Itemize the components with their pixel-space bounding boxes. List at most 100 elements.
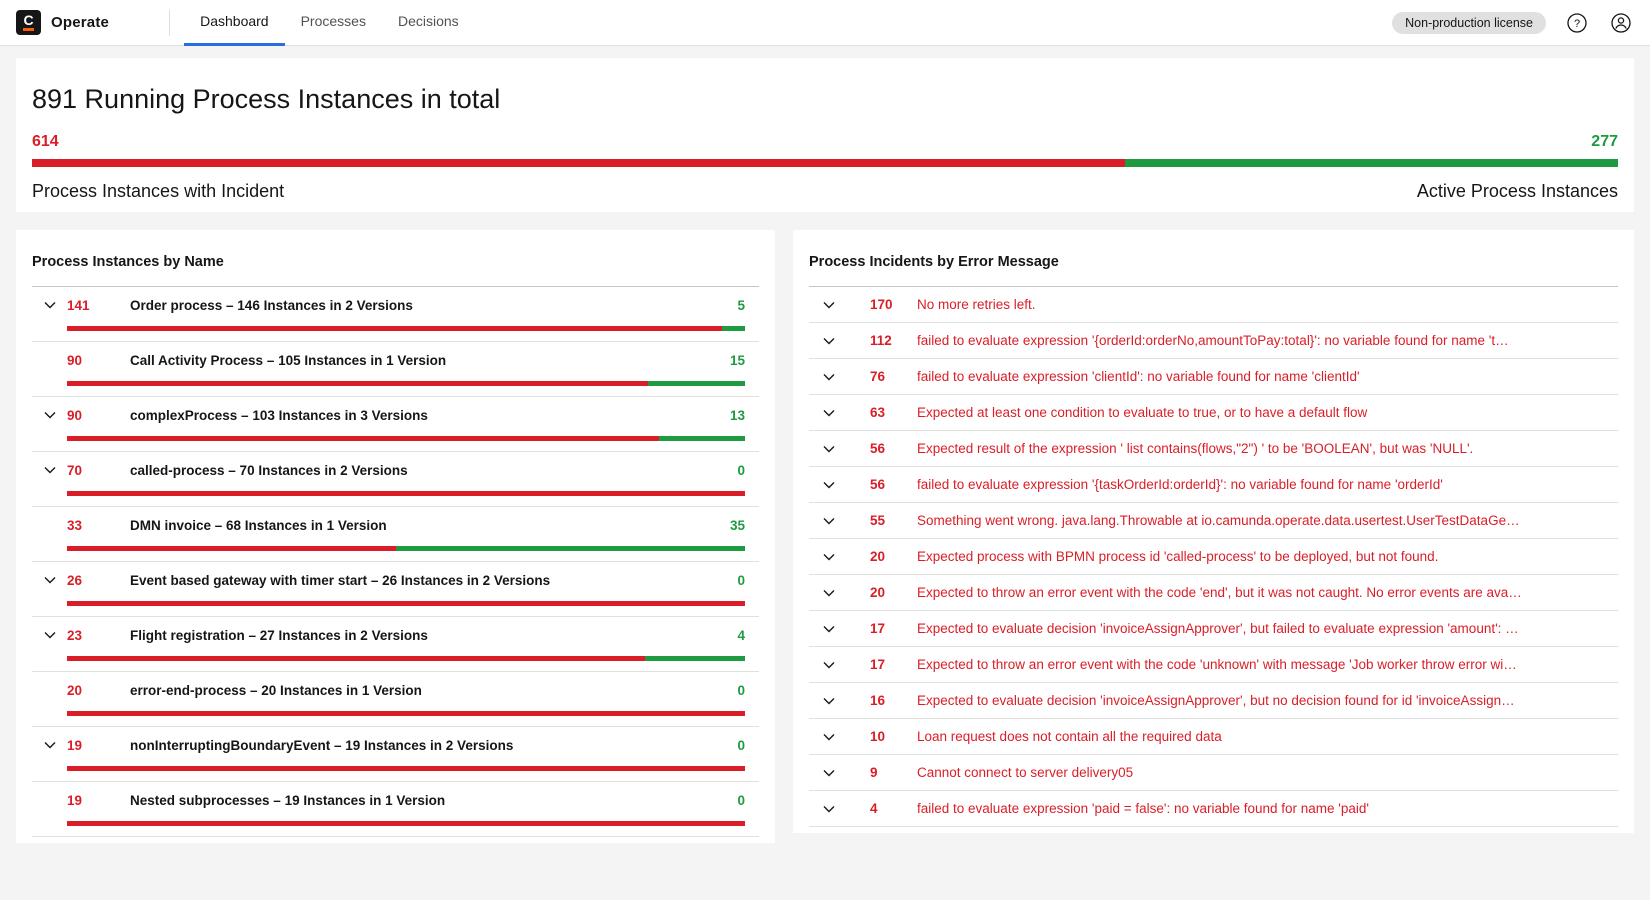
chevron-down-icon[interactable] — [821, 585, 837, 601]
process-ratio-bar — [67, 546, 745, 551]
process-ratio-bar — [67, 436, 745, 441]
chevron-down-icon[interactable] — [821, 765, 837, 781]
active-count: 35 — [729, 517, 745, 533]
error-message: Expected at least one condition to evalu… — [917, 405, 1368, 420]
row-bar-incident — [67, 326, 722, 331]
incident-count: 23 — [67, 627, 83, 643]
error-message: Expected result of the expression ' list… — [917, 441, 1474, 456]
error-count: 4 — [870, 801, 878, 816]
svg-text:?: ? — [1574, 18, 1580, 30]
incident-error-row[interactable]: 16 Expected to evaluate decision 'invoic… — [809, 683, 1618, 719]
row-bar-incident — [67, 821, 745, 826]
process-instance-row[interactable]: 90 complexProcess – 103 Instances in 3 V… — [32, 397, 759, 452]
error-message: failed to evaluate expression 'clientId'… — [917, 369, 1360, 384]
license-badge: Non-production license — [1392, 11, 1546, 34]
error-message: failed to evaluate expression '{taskOrde… — [917, 477, 1443, 492]
row-bar-incident — [67, 546, 397, 551]
chevron-down-icon[interactable] — [821, 693, 837, 709]
chevron-down-icon[interactable] — [821, 621, 837, 637]
instances-panel-title: Process Instances by Name — [32, 230, 759, 287]
chevron-down-icon[interactable] — [42, 297, 58, 313]
incident-error-row[interactable]: 4 failed to evaluate expression 'paid = … — [809, 791, 1618, 827]
process-label: error-end-process – 20 Instances in 1 Ve… — [130, 682, 422, 698]
chevron-down-icon[interactable] — [821, 297, 837, 313]
chevron-down-icon[interactable] — [821, 513, 837, 529]
chevron-down-icon[interactable] — [821, 729, 837, 745]
error-count: 17 — [870, 657, 886, 672]
process-instance-row[interactable]: 20 error-end-process – 20 Instances in 1… — [32, 672, 759, 727]
process-instance-row[interactable]: 19 nonInterruptingBoundaryEvent – 19 Ins… — [32, 727, 759, 782]
chevron-down-icon[interactable] — [821, 405, 837, 421]
error-message: failed to evaluate expression '{orderId:… — [917, 333, 1509, 348]
incident-error-row[interactable]: 56 failed to evaluate expression '{taskO… — [809, 467, 1618, 503]
incident-error-row[interactable]: 10 Loan request does not contain all the… — [809, 719, 1618, 755]
process-label: complexProcess – 103 Instances in 3 Vers… — [130, 407, 428, 423]
chevron-down-icon[interactable] — [42, 407, 58, 423]
error-count: 63 — [870, 405, 886, 420]
process-instance-row[interactable]: 26 Event based gateway with timer start … — [32, 562, 759, 617]
tab-processes[interactable]: Processes — [300, 13, 366, 29]
main-nav: Dashboard Processes Decisions — [184, 0, 475, 46]
process-label: DMN invoice – 68 Instances in 1 Version — [130, 517, 387, 533]
logo-accent — [23, 28, 34, 31]
overview-panel: 891 Running Process Instances in total 6… — [16, 58, 1634, 212]
incident-error-row[interactable]: 20 Expected process with BPMN process id… — [809, 539, 1618, 575]
incident-count: 26 — [67, 572, 83, 588]
incident-error-row[interactable]: 76 failed to evaluate expression 'client… — [809, 359, 1618, 395]
active-count: 0 — [737, 682, 745, 698]
row-bar-active — [659, 436, 745, 441]
incident-count: 90 — [67, 352, 83, 368]
process-label: Event based gateway with timer start – 2… — [130, 572, 551, 588]
process-label: Order process – 146 Instances in 2 Versi… — [130, 297, 413, 313]
incident-error-row[interactable]: 17 Expected to throw an error event with… — [809, 647, 1618, 683]
chevron-down-icon[interactable] — [821, 369, 837, 385]
incident-error-row[interactable]: 112 failed to evaluate expression '{orde… — [809, 323, 1618, 359]
active-count: 15 — [729, 352, 745, 368]
error-count: 20 — [870, 549, 886, 564]
camunda-logo-icon: C — [16, 10, 41, 35]
chevron-down-icon[interactable] — [821, 477, 837, 493]
row-bar-active — [644, 656, 745, 661]
tab-dashboard[interactable]: Dashboard — [184, 0, 285, 46]
chevron-down-icon[interactable] — [42, 572, 58, 588]
app-header: C Operate Dashboard Processes Decisions … — [0, 0, 1650, 46]
process-instance-row[interactable]: 33 DMN invoice – 68 Instances in 1 Versi… — [32, 507, 759, 562]
process-instance-row[interactable]: 141 Order process – 146 Instances in 2 V… — [32, 287, 759, 342]
chevron-down-icon[interactable] — [821, 333, 837, 349]
process-instance-row[interactable]: 19 Nested subprocesses – 19 Instances in… — [32, 782, 759, 837]
active-count: 13 — [729, 407, 745, 423]
logo-letter: C — [23, 12, 34, 28]
instances-ratio-bar[interactable] — [32, 159, 1618, 167]
incident-error-row[interactable]: 56 Expected result of the expression ' l… — [809, 431, 1618, 467]
chevron-down-icon[interactable] — [821, 657, 837, 673]
incident-error-row[interactable]: 9 Cannot connect to server delivery05 — [809, 755, 1618, 791]
incident-error-row[interactable]: 170 No more retries left. — [809, 287, 1618, 323]
header-divider — [169, 9, 171, 36]
process-instance-row[interactable]: 90 Call Activity Process – 105 Instances… — [32, 342, 759, 397]
incident-bar-label: Process Instances with Incident — [32, 181, 285, 201]
error-count: 9 — [870, 765, 878, 780]
incident-error-row[interactable]: 63 Expected at least one condition to ev… — [809, 395, 1618, 431]
process-instance-row[interactable]: 23 Flight registration – 27 Instances in… — [32, 617, 759, 672]
instances-by-name-panel: Process Instances by Name 141 Order proc… — [16, 230, 775, 843]
error-message: Loan request does not contain all the re… — [917, 729, 1222, 744]
tab-decisions[interactable]: Decisions — [397, 13, 459, 29]
row-bar-incident — [67, 601, 745, 606]
chevron-down-icon[interactable] — [821, 549, 837, 565]
user-icon[interactable] — [1608, 10, 1634, 36]
incident-error-row[interactable]: 20 Expected to throw an error event with… — [809, 575, 1618, 611]
error-count: 56 — [870, 441, 886, 456]
help-icon[interactable]: ? — [1564, 10, 1590, 36]
chevron-down-icon[interactable] — [821, 441, 837, 457]
process-ratio-bar — [67, 766, 745, 771]
active-count: 0 — [737, 792, 745, 808]
incident-error-row[interactable]: 17 Expected to evaluate decision 'invoic… — [809, 611, 1618, 647]
chevron-down-icon[interactable] — [821, 801, 837, 817]
chevron-down-icon[interactable] — [42, 627, 58, 643]
chevron-down-icon[interactable] — [42, 737, 58, 753]
error-count: 112 — [870, 333, 892, 348]
process-instance-row[interactable]: 70 called-process – 70 Instances in 2 Ve… — [32, 452, 759, 507]
incident-error-row[interactable]: 55 Something went wrong. java.lang.Throw… — [809, 503, 1618, 539]
row-bar-active — [721, 326, 745, 331]
chevron-down-icon[interactable] — [42, 462, 58, 478]
